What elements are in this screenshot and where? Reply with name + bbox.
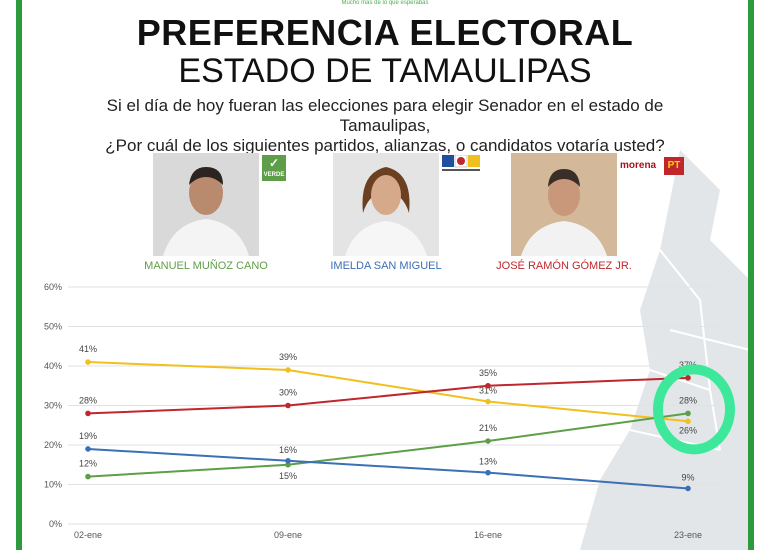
- series-line: [87, 412, 689, 478]
- candidate-photo-manuel: [153, 153, 259, 256]
- candidate-photo-imelda: [333, 153, 439, 256]
- data-label: 31%: [479, 386, 497, 396]
- data-point: [85, 359, 91, 365]
- data-point: [485, 469, 491, 476]
- data-point: [685, 485, 691, 492]
- data-label: 21%: [479, 423, 497, 433]
- morena-party-logo: morena: [620, 160, 657, 171]
- data-label: 9%: [681, 472, 694, 482]
- verde-party-logo: ✓ VERDE: [262, 155, 286, 181]
- data-label: 28%: [679, 395, 697, 405]
- pt-party-logo: PT: [664, 157, 684, 175]
- data-point: [285, 402, 291, 409]
- data-point: [485, 398, 491, 405]
- data-label: 39%: [279, 352, 297, 362]
- data-label: 12%: [79, 459, 97, 469]
- data-point: [85, 446, 91, 452]
- page-subtitle: ESTADO DE TAMAULIPAS: [178, 52, 592, 90]
- data-point: [85, 410, 91, 417]
- data-label: 15%: [279, 471, 297, 481]
- y-tick-label: 10%: [44, 480, 62, 490]
- data-point: [285, 367, 291, 373]
- alliance-party-logos: [442, 154, 482, 175]
- data-point: [285, 458, 291, 464]
- y-tick-label: 40%: [44, 361, 62, 371]
- data-label: 26%: [679, 425, 697, 435]
- candidate-photo-jose-ramon: [511, 153, 617, 256]
- x-tick-label: 23-ene: [674, 530, 702, 540]
- data-point: [485, 438, 491, 444]
- series-line: [87, 376, 689, 415]
- data-label: 13%: [479, 457, 497, 467]
- y-tick-label: 60%: [44, 282, 62, 292]
- left-frame-border: [0, 0, 22, 550]
- data-point: [285, 461, 291, 468]
- x-tick-label: 02-ene: [74, 530, 102, 540]
- question-line-1: Si el día de hoy fueran las elecciones p…: [106, 96, 664, 135]
- candidate-name-jose-ramon: JOSÉ RAMÓN GÓMEZ JR.: [496, 260, 632, 272]
- data-point: [685, 375, 691, 381]
- page-title: PREFERENCIA ELECTORAL: [136, 12, 634, 53]
- tagline: Mucho más de lo que esperabas: [341, 0, 429, 6]
- line-chart: 0% 10% 20% 30% 40% 50% 60% 02-ene 09-ene 16-ene 23…: [44, 282, 735, 540]
- series-line: [87, 447, 689, 490]
- data-label: 35%: [479, 368, 497, 378]
- question-line-2: ¿Por cuál de los siguientes partidos, al…: [105, 136, 665, 155]
- y-tick-label: 30%: [44, 401, 62, 411]
- candidate-name-manuel: MANUEL MUÑOZ CANO: [144, 260, 268, 272]
- x-tick-label: 09-ene: [274, 530, 302, 540]
- survey-question: Si el día de hoy fueran las elecciones p…: [60, 96, 710, 156]
- data-point: [685, 410, 691, 417]
- data-point: [485, 382, 491, 389]
- series-line: [87, 361, 689, 423]
- data-label: 30%: [279, 388, 297, 398]
- data-point: [85, 473, 91, 480]
- y-tick-label: 50%: [44, 322, 62, 332]
- data-label: 41%: [79, 344, 97, 354]
- data-label: 16%: [279, 445, 297, 455]
- y-tick-label: 0%: [49, 519, 62, 529]
- candidate-name-imelda: IMELDA SAN MIGUEL: [330, 260, 442, 272]
- data-point: [685, 418, 691, 425]
- y-tick-label: 20%: [44, 440, 62, 450]
- x-tick-label: 16-ene: [474, 530, 502, 540]
- data-label: 28%: [79, 395, 97, 405]
- highlight-circle: [653, 364, 735, 455]
- data-label: 19%: [79, 431, 97, 441]
- right-frame-border: [748, 0, 770, 550]
